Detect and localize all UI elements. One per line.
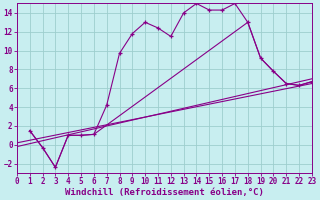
X-axis label: Windchill (Refroidissement éolien,°C): Windchill (Refroidissement éolien,°C) xyxy=(65,188,264,197)
